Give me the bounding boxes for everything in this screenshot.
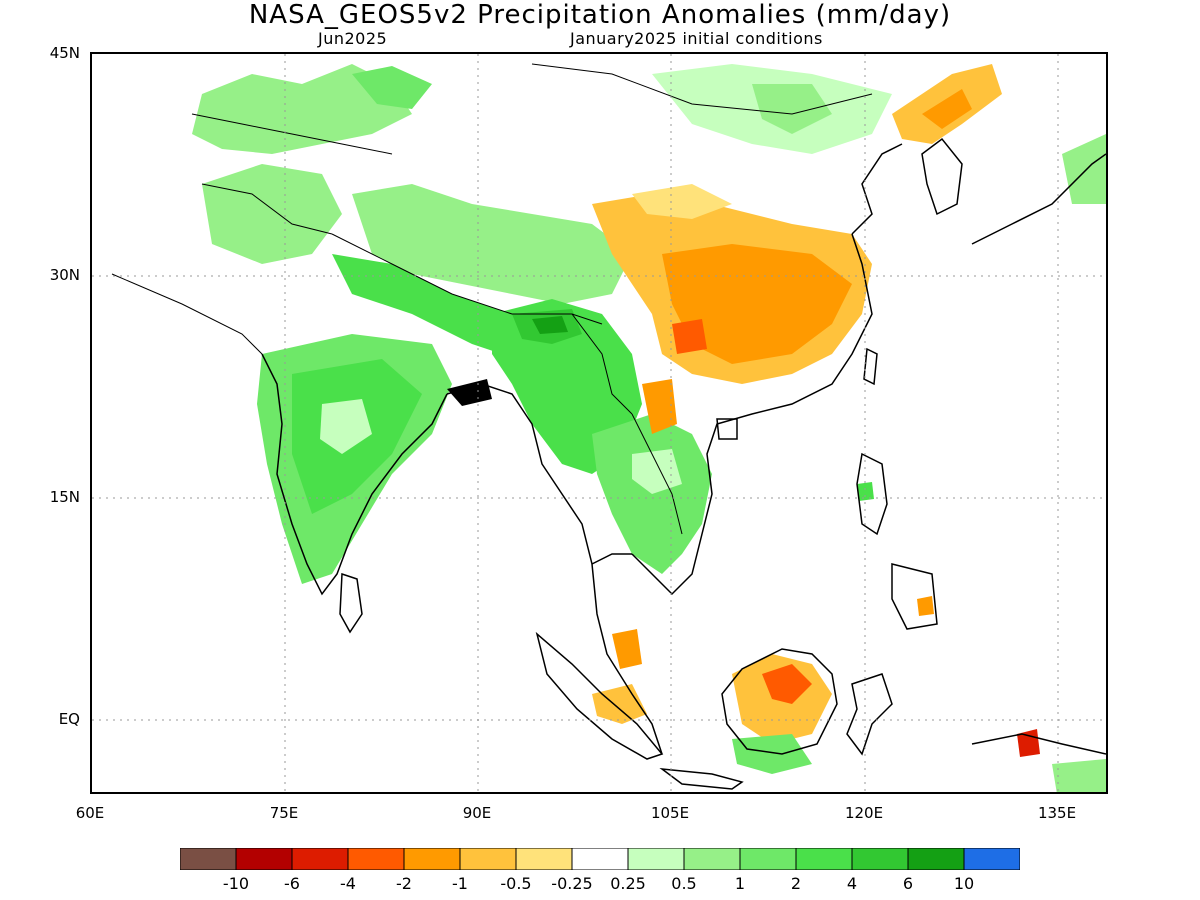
lat-label-45n: 45N <box>49 44 80 62</box>
colorbar-swatch-7 <box>571 848 629 870</box>
colorbar-label-9: 1 <box>734 874 746 893</box>
map-panel <box>90 52 1108 794</box>
coast-luzon <box>856 452 888 536</box>
lat-label-30n: 30N <box>49 266 80 284</box>
dry-patch-mindanao <box>917 596 934 616</box>
dry-region-sumatra <box>592 684 647 724</box>
wet-region-tibet <box>352 184 632 304</box>
coast-new-guinea <box>971 733 1106 755</box>
dry-region-borneo-core <box>762 664 812 704</box>
coast-korea <box>921 137 963 216</box>
colorbar-swatch-14 <box>963 848 1020 870</box>
border-afghan <box>201 183 333 235</box>
colorbar-swatch-0 <box>180 848 237 870</box>
map-title: NASA_GEOS5v2 Precipitation Anomalies (mm… <box>248 0 952 30</box>
lon-label-75e: 75E <box>269 804 299 822</box>
colorbar-label-12: 6 <box>902 874 914 893</box>
colorbar-swatch-12 <box>851 848 909 870</box>
coast-borneo <box>721 648 838 755</box>
coast-myanmar <box>446 383 663 755</box>
colorbar-swatch-3 <box>347 848 405 870</box>
colorbar-swatch-9 <box>683 848 741 870</box>
colorbar-swatch-1 <box>235 848 293 870</box>
coast-sumatra <box>535 631 664 760</box>
coast-india <box>261 353 448 596</box>
wet-region-japan <box>1062 134 1106 204</box>
coast-taiwan <box>863 347 878 386</box>
border-central-asia <box>191 113 393 155</box>
wet-region-south-borneo <box>732 734 812 774</box>
colorbar-label-5: -0.5 <box>500 874 532 893</box>
lon-label-135e: 135E <box>1037 804 1077 822</box>
colorbar <box>180 848 1020 870</box>
colorbar-label-1: -6 <box>284 874 300 893</box>
coast-hainan <box>716 418 738 440</box>
colorbar-swatch-2 <box>291 848 349 870</box>
wet-region-new-guinea <box>1052 759 1106 792</box>
colorbar-label-13: 10 <box>953 874 975 893</box>
wet-region-mongolia-core <box>752 84 832 134</box>
colorbar-swatch-6 <box>515 848 573 870</box>
coast-china-east <box>851 143 903 235</box>
colorbar-label-3: -2 <box>396 874 412 893</box>
lat-label-eq: EQ <box>58 710 80 728</box>
coast-mindanao <box>891 563 938 630</box>
colorbar-swatch-13 <box>907 848 965 870</box>
colorbar-label-6: -0.25 <box>551 874 593 893</box>
colorbar-swatch-11 <box>795 848 853 870</box>
wet-extreme-assam <box>532 316 568 334</box>
colorbar-swatch-5 <box>459 848 517 870</box>
bangladesh-dark <box>447 379 492 406</box>
dry-region-china-core <box>662 244 852 364</box>
dry-patch-south-china <box>672 319 707 354</box>
coast-japan <box>971 153 1106 245</box>
lat-label-15n: 15N <box>49 488 80 506</box>
forecast-month: Jun2025 <box>318 29 388 48</box>
border-himalaya <box>331 233 603 325</box>
lon-label-90e: 90E <box>462 804 492 822</box>
initial-conditions: January2025 initial conditions <box>570 29 823 48</box>
wet-patch-luzon <box>857 482 874 501</box>
coast-sulawesi <box>846 673 893 756</box>
coast-gulf-thailand <box>591 553 632 565</box>
colorbar-label-0: -10 <box>222 874 250 893</box>
lon-label-120e: 120E <box>844 804 884 822</box>
coast-java <box>659 767 744 790</box>
wet-region-kazakh <box>352 66 432 109</box>
border-china-mongolia <box>531 63 873 115</box>
dry-region-malaya <box>612 629 642 669</box>
border-pakistan <box>111 273 263 355</box>
anomaly-fields <box>192 64 1106 792</box>
coast-sri-lanka <box>339 572 363 634</box>
wet-region-afghan <box>202 164 342 264</box>
national-borders <box>111 63 873 535</box>
colorbar-label-7: 0.25 <box>610 874 646 893</box>
colorbar-label-11: 4 <box>846 874 858 893</box>
dry-region-vietnam <box>642 379 677 434</box>
wet-region-thai-light <box>632 449 682 494</box>
anomaly-map <box>92 54 1106 792</box>
dry-region-new-guinea <box>1017 729 1040 757</box>
colorbar-label-8: 0.5 <box>671 874 697 893</box>
dry-region-korea-core <box>922 89 972 129</box>
lon-label-105e: 105E <box>650 804 690 822</box>
dry-region-china-light <box>632 184 732 219</box>
wet-region-central-asia <box>192 64 412 154</box>
colorbar-label-4: -1 <box>452 874 468 893</box>
wet-region-india-light <box>320 399 372 454</box>
lon-label-60e: 60E <box>75 804 105 822</box>
colorbar-swatch-4 <box>403 848 461 870</box>
colorbar-swatch-8 <box>627 848 685 870</box>
graticule <box>92 54 1106 792</box>
colorbar-label-10: 2 <box>790 874 802 893</box>
border-indochina <box>631 413 683 535</box>
colorbar-label-2: -4 <box>340 874 356 893</box>
border-myanmar-china <box>571 313 633 415</box>
colorbar-swatch-10 <box>739 848 797 870</box>
